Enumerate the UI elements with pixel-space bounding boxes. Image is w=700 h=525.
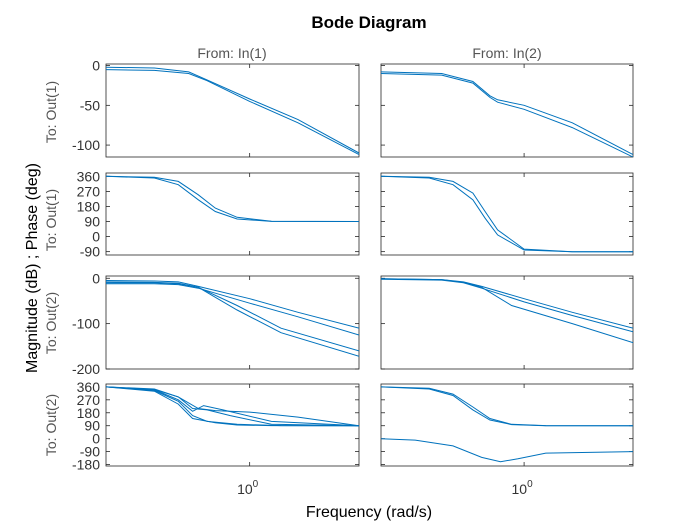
row-label-out2-mag: To: Out(2) xyxy=(43,292,59,354)
axes-frame xyxy=(380,275,634,370)
subplot-r1-c1: 0 -50 -100 xyxy=(72,58,360,158)
y-tick-label: 90 xyxy=(84,418,100,434)
y-tick-label: 270 xyxy=(77,392,101,408)
trace-line xyxy=(106,283,359,336)
subplot-r3-c2 xyxy=(380,275,634,370)
x-tick-label: 100 xyxy=(512,479,534,497)
y-tick-label: 90 xyxy=(84,214,100,230)
y-tick-label: 360 xyxy=(77,168,101,184)
y-tick-label: -90 xyxy=(80,444,100,460)
trace-line xyxy=(106,386,359,427)
trace-line xyxy=(381,386,633,427)
column-title-in2: From: In(2) xyxy=(472,45,541,61)
trace-line xyxy=(381,71,633,156)
trace-line xyxy=(106,386,359,427)
column-title-in1: From: In(1) xyxy=(197,45,266,61)
axes-frame xyxy=(105,172,360,256)
trace-line xyxy=(381,278,633,344)
subplot-r3-c1: 0 -100 -200 xyxy=(72,270,360,377)
trace-line xyxy=(106,69,359,156)
y-tick-label: 180 xyxy=(77,198,101,214)
row-label-out1-phase: To: Out(1) xyxy=(43,189,59,251)
trace-line xyxy=(106,280,359,329)
y-tick-label: 0 xyxy=(92,229,100,245)
axes-frame xyxy=(380,63,634,158)
trace-line xyxy=(381,438,633,463)
trace-line xyxy=(106,175,359,222)
axes-frame xyxy=(105,63,360,158)
y-tick-label: -200 xyxy=(72,361,100,377)
y-tick-label: -100 xyxy=(72,137,100,153)
y-tick-label: 270 xyxy=(77,183,101,199)
subplot-r4-c2 xyxy=(380,383,634,467)
y-tick-label: -180 xyxy=(72,457,100,473)
axes-frame xyxy=(380,383,634,467)
y-tick-label: 0 xyxy=(92,58,100,74)
subplot-r2-c2 xyxy=(380,172,634,256)
x-tick-exponent: 0 xyxy=(253,479,259,490)
x-axis-label: Frequency (rad/s) xyxy=(306,504,432,521)
y-tick-label: 0 xyxy=(92,431,100,447)
row-label-out2-phase: To: Out(2) xyxy=(43,394,59,456)
subplot-r1-c2 xyxy=(380,63,634,158)
x-tick-exponent: 0 xyxy=(527,479,533,490)
trace-line xyxy=(381,175,633,253)
trace-line xyxy=(106,281,359,357)
y-tick-label: 360 xyxy=(77,379,101,395)
subplot-grid: 0-50-100360270180900-900-100-20036027018… xyxy=(72,58,634,473)
y-axis-label: Magnitude (dB) ; Phase (deg) xyxy=(24,163,41,373)
y-tick-label: 0 xyxy=(92,270,100,286)
trace-line xyxy=(106,66,359,154)
axes-frame xyxy=(105,275,360,370)
y-tick-label: -50 xyxy=(80,97,100,113)
y-tick-label: -100 xyxy=(72,316,100,332)
x-tick-label: 100 xyxy=(237,479,259,497)
y-tick-label: 180 xyxy=(77,405,101,421)
trace-line xyxy=(381,73,633,157)
chart-title: Bode Diagram xyxy=(311,13,426,32)
axes-frame xyxy=(380,172,634,256)
y-tick-label: -90 xyxy=(80,244,100,260)
row-label-out1-mag: To: Out(1) xyxy=(43,81,59,143)
